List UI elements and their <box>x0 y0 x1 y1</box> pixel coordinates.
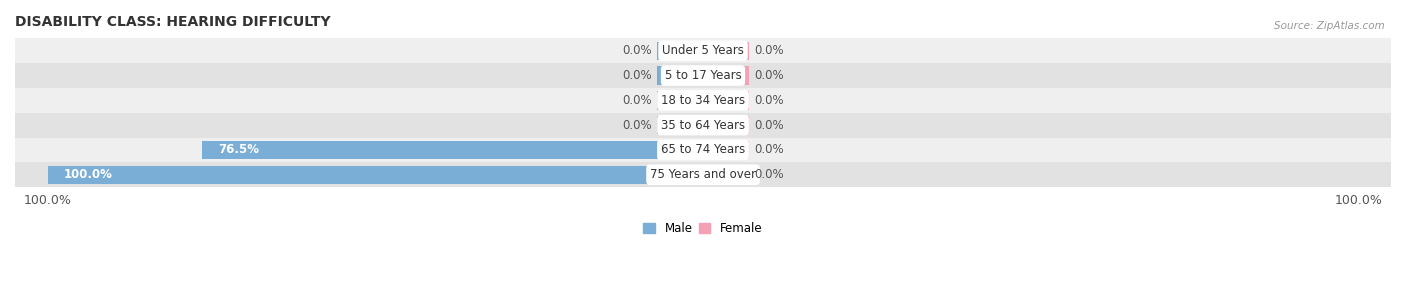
Text: 18 to 34 Years: 18 to 34 Years <box>661 94 745 107</box>
Bar <box>703 91 749 109</box>
Bar <box>657 41 703 60</box>
Bar <box>703 41 749 60</box>
Text: 0.0%: 0.0% <box>754 143 783 156</box>
Bar <box>657 116 703 134</box>
Text: 0.0%: 0.0% <box>754 44 783 57</box>
Text: DISABILITY CLASS: HEARING DIFFICULTY: DISABILITY CLASS: HEARING DIFFICULTY <box>15 15 330 29</box>
Bar <box>703 66 749 85</box>
Bar <box>15 88 1391 113</box>
Text: Under 5 Years: Under 5 Years <box>662 44 744 57</box>
Bar <box>15 162 1391 187</box>
Bar <box>15 38 1391 63</box>
Bar <box>15 138 1391 162</box>
Text: 0.0%: 0.0% <box>754 69 783 82</box>
Bar <box>703 116 749 134</box>
Bar <box>48 166 703 184</box>
Text: 0.0%: 0.0% <box>754 168 783 181</box>
Bar <box>703 166 749 184</box>
Bar <box>15 113 1391 138</box>
Text: 76.5%: 76.5% <box>218 143 259 156</box>
Text: 0.0%: 0.0% <box>623 44 652 57</box>
Bar <box>201 141 703 159</box>
Legend: Male, Female: Male, Female <box>638 217 768 240</box>
Bar <box>15 63 1391 88</box>
Text: 35 to 64 Years: 35 to 64 Years <box>661 119 745 132</box>
Text: 0.0%: 0.0% <box>623 119 652 132</box>
Text: 5 to 17 Years: 5 to 17 Years <box>665 69 741 82</box>
Text: 0.0%: 0.0% <box>754 94 783 107</box>
Text: 0.0%: 0.0% <box>623 69 652 82</box>
Text: 0.0%: 0.0% <box>754 119 783 132</box>
Bar <box>657 91 703 109</box>
Text: 65 to 74 Years: 65 to 74 Years <box>661 143 745 156</box>
Text: 100.0%: 100.0% <box>65 168 112 181</box>
Text: Source: ZipAtlas.com: Source: ZipAtlas.com <box>1274 21 1385 31</box>
Text: 0.0%: 0.0% <box>623 94 652 107</box>
Bar <box>657 66 703 85</box>
Bar <box>703 141 749 159</box>
Text: 75 Years and over: 75 Years and over <box>650 168 756 181</box>
